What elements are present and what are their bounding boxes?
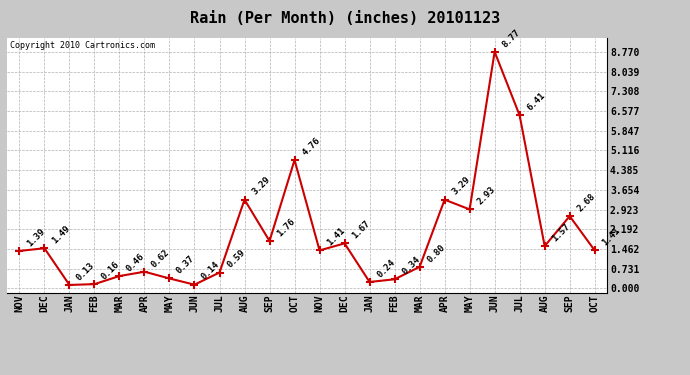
Text: 4.76: 4.76 <box>300 136 322 157</box>
Text: 3.29: 3.29 <box>450 176 472 197</box>
Text: 0.59: 0.59 <box>225 248 246 270</box>
Text: 0.16: 0.16 <box>100 260 121 281</box>
Text: 2.93: 2.93 <box>475 185 497 207</box>
Text: 0.46: 0.46 <box>125 252 146 273</box>
Text: 0.62: 0.62 <box>150 248 172 269</box>
Text: Copyright 2010 Cartronics.com: Copyright 2010 Cartronics.com <box>10 41 155 50</box>
Text: 2.68: 2.68 <box>575 192 597 213</box>
Text: 0.80: 0.80 <box>425 243 446 264</box>
Text: 1.67: 1.67 <box>350 219 372 241</box>
Text: 8.77: 8.77 <box>500 27 522 49</box>
Text: 3.29: 3.29 <box>250 176 272 197</box>
Text: 1.49: 1.49 <box>50 224 72 246</box>
Text: Rain (Per Month) (inches) 20101123: Rain (Per Month) (inches) 20101123 <box>190 11 500 26</box>
Text: 0.14: 0.14 <box>200 260 221 282</box>
Text: 0.24: 0.24 <box>375 258 397 279</box>
Text: 0.37: 0.37 <box>175 254 197 276</box>
Text: 6.41: 6.41 <box>525 91 546 113</box>
Text: 0.13: 0.13 <box>75 261 97 282</box>
Text: 1.41: 1.41 <box>600 226 622 248</box>
Text: 1.41: 1.41 <box>325 226 346 248</box>
Text: 1.39: 1.39 <box>25 226 46 248</box>
Text: 0.34: 0.34 <box>400 255 422 276</box>
Text: 1.76: 1.76 <box>275 217 297 238</box>
Text: 1.57: 1.57 <box>550 222 572 243</box>
